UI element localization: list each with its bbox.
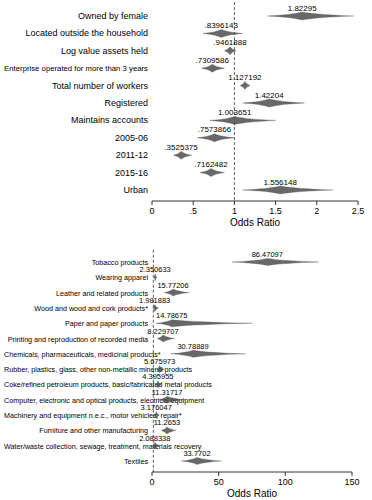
estimate-spindle bbox=[210, 116, 276, 124]
category-label: Paper and paper products bbox=[65, 319, 149, 328]
category-label: 2011-12 bbox=[116, 150, 148, 160]
value-label: 4.395955 bbox=[142, 372, 173, 381]
category-label: 2005-06 bbox=[115, 133, 148, 143]
x-tick bbox=[352, 472, 353, 476]
value-label: 3.176047 bbox=[141, 403, 172, 412]
value-label: .8396143 bbox=[204, 21, 238, 30]
chart-1: 050100150Odds RatioTobacco productsWeari… bbox=[4, 250, 360, 499]
marks bbox=[153, 259, 319, 465]
category-label: Wood and wood and cork products* bbox=[34, 304, 148, 313]
value-label: 15.77206 bbox=[157, 281, 188, 290]
category-label: Textiles bbox=[124, 457, 148, 466]
category-label: Urban bbox=[123, 185, 148, 195]
category-label: Log value assets held bbox=[61, 46, 148, 56]
x-tick-label: 2 bbox=[314, 206, 319, 216]
x-tick bbox=[234, 201, 235, 205]
estimate-spindle bbox=[267, 12, 354, 20]
value-label: 2.088338 bbox=[139, 434, 170, 443]
value-label: 14.78675 bbox=[156, 311, 187, 320]
x-tick bbox=[285, 472, 286, 476]
category-label: Maintains accounts bbox=[71, 115, 149, 125]
estimate-spindle bbox=[154, 274, 157, 281]
value-label: 30.78889 bbox=[177, 342, 208, 351]
x-tick-label: 0 bbox=[149, 206, 154, 216]
value-label: 2.350633 bbox=[139, 265, 170, 274]
category-label: Located outside the household bbox=[25, 28, 148, 38]
estimate-spindle bbox=[243, 186, 334, 194]
x-tick bbox=[275, 201, 276, 205]
category-label: Enterprise operated for more than 3 year… bbox=[4, 64, 148, 73]
estimate-spindle bbox=[171, 350, 246, 357]
value-label: .7162482 bbox=[194, 160, 228, 169]
value-label: .7309586 bbox=[196, 56, 230, 65]
estimate-spindle bbox=[157, 335, 174, 342]
value-label: 8.229707 bbox=[147, 327, 178, 336]
category-label: Water/waste collection, sewage, treatmen… bbox=[4, 442, 202, 451]
x-tick-label: 100 bbox=[278, 477, 293, 487]
marks bbox=[173, 12, 353, 194]
value-label: 5.675973 bbox=[144, 357, 175, 366]
estimate-spindle bbox=[232, 259, 319, 266]
estimate-spindle bbox=[240, 82, 250, 90]
x-tick-label: .5 bbox=[189, 206, 197, 216]
x-axis-label: Odds Ratio bbox=[230, 217, 280, 228]
estimate-spindle bbox=[197, 134, 234, 142]
x-tick-label: 50 bbox=[214, 477, 224, 487]
x-tick bbox=[152, 472, 153, 476]
category-label: Computer, electronic and optical product… bbox=[4, 396, 204, 405]
value-label: 1.82295 bbox=[288, 4, 317, 13]
value-label: 11.2653 bbox=[154, 418, 181, 427]
reference-line bbox=[234, 2, 235, 201]
category-label: Wearing apparel bbox=[95, 273, 148, 282]
category-label: Chemicals, pharmaceuticals, medicinal pr… bbox=[4, 350, 161, 359]
estimate-spindle bbox=[173, 151, 191, 159]
estimate-spindle bbox=[181, 458, 221, 465]
value-label: 1.003651 bbox=[218, 108, 252, 117]
x-tick bbox=[218, 472, 219, 476]
x-tick-label: 1 bbox=[232, 206, 237, 216]
estimate-spindle bbox=[203, 29, 243, 37]
category-label: Leather and related products bbox=[56, 289, 148, 298]
x-tick bbox=[316, 201, 317, 205]
estimate-spindle bbox=[201, 64, 224, 72]
category-label: Printing and reproduction of recorded me… bbox=[8, 335, 148, 344]
category-label: Owned by female bbox=[78, 11, 148, 21]
value-label: 33.7702 bbox=[183, 449, 210, 458]
category-label: Registered bbox=[104, 98, 148, 108]
category-label: Furniture and other manufacturing bbox=[39, 426, 148, 435]
category-label: Total number of workers bbox=[52, 81, 149, 91]
value-label: 1.556148 bbox=[264, 178, 298, 187]
value-label: 11.31717 bbox=[152, 388, 183, 397]
estimate-spindle bbox=[243, 99, 305, 107]
x-axis bbox=[152, 201, 358, 202]
estimate-spindle bbox=[200, 169, 225, 177]
value-label: .3525375 bbox=[164, 143, 198, 152]
x-tick bbox=[193, 201, 194, 205]
x-tick-label: 0 bbox=[149, 477, 154, 487]
figure: 0 .5 1 1.5 2 2.5 Odds Ratio Owned by female Loca… bbox=[0, 0, 372, 500]
value-label: 86.47097 bbox=[252, 250, 283, 259]
value-label: .9461888 bbox=[213, 38, 247, 47]
value-label: 1.981883 bbox=[139, 296, 170, 305]
x-tick-label: 150 bbox=[344, 477, 359, 487]
x-axis-label: Odds Ratio bbox=[227, 488, 277, 499]
value-label: 1.127192 bbox=[228, 73, 262, 82]
category-label: 2015-16 bbox=[115, 168, 148, 178]
x-tick bbox=[152, 201, 153, 205]
x-tick-label: 2.5 bbox=[352, 206, 365, 216]
x-axis bbox=[152, 472, 352, 473]
x-tick bbox=[358, 201, 359, 205]
value-label: .7573866 bbox=[198, 125, 232, 134]
estimate-spindle bbox=[153, 442, 159, 449]
x-tick-label: 1.5 bbox=[269, 206, 282, 216]
estimate-spindle bbox=[225, 47, 237, 55]
chart-0: 0 .5 1 1.5 2 2.5 Odds Ratio Owned by female Loca… bbox=[4, 2, 364, 228]
value-label: 1.42204 bbox=[255, 91, 284, 100]
